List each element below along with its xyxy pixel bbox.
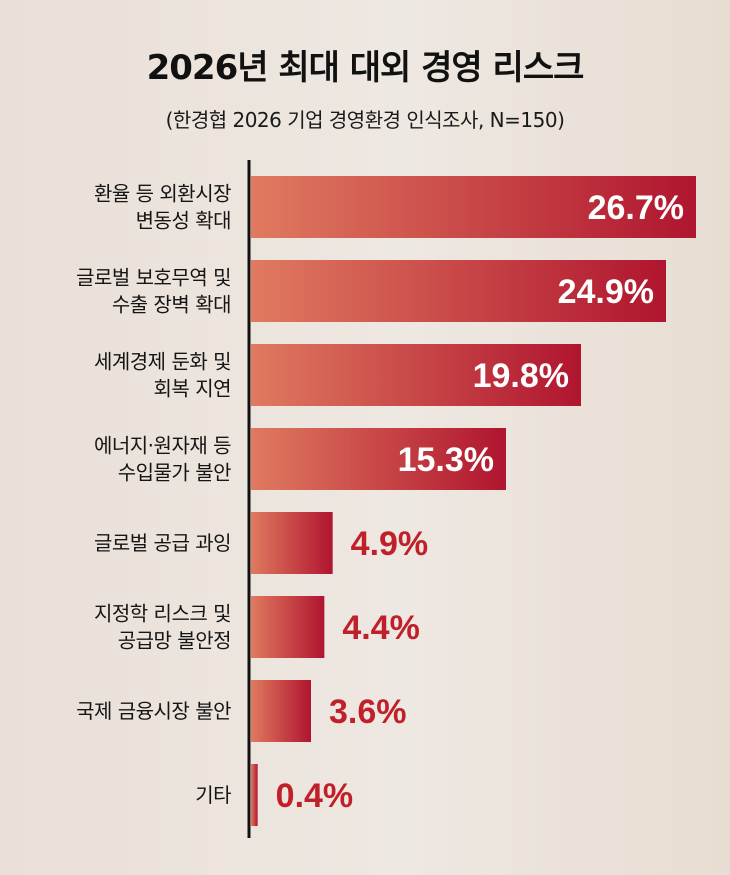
- bar-2: [251, 344, 581, 406]
- bars-group: 환율 등 외환시장 변동성 확대 26.7% 글로벌 보호무역 및 수출 장벽 확대 24…: [76, 176, 696, 826]
- category-label: 에너지·원자재 등 수입물가 불안: [94, 434, 231, 485]
- value-label: 0.4%: [276, 777, 354, 815]
- category-label: 환율 등 외환시장 변동성 확대: [94, 182, 231, 233]
- bar-7: [251, 764, 258, 826]
- category-label: 세계경제 둔화 및 회복 지연: [94, 350, 231, 401]
- chart-title: 2026년 최대 대외 경영 리스크: [146, 48, 585, 88]
- bar-6: [251, 680, 311, 742]
- category-label: 기타: [195, 783, 231, 807]
- value-label: 4.9%: [351, 525, 429, 563]
- bar-4: [251, 512, 333, 574]
- chart-subtitle: (한경협 2026 기업 경영환경 인식조사, N=150): [165, 108, 565, 132]
- bar-3: [251, 428, 506, 490]
- value-label: 19.8%: [473, 357, 569, 395]
- category-label: 국제 금융시장 불안: [76, 699, 231, 723]
- category-label: 지정학 리스크 및 공급망 불안정: [94, 602, 231, 653]
- value-label: 3.6%: [329, 693, 407, 731]
- value-label: 4.4%: [342, 609, 420, 647]
- category-label: 글로벌 공급 과잉: [94, 531, 231, 555]
- value-label: 15.3%: [398, 441, 494, 479]
- bar-1: [251, 260, 666, 322]
- value-label: 26.7%: [588, 189, 684, 227]
- value-label: 24.9%: [558, 273, 654, 311]
- bar-5: [251, 596, 325, 658]
- category-label: 글로벌 보호무역 및 수출 장벽 확대: [76, 266, 231, 317]
- bar-0: [251, 176, 696, 238]
